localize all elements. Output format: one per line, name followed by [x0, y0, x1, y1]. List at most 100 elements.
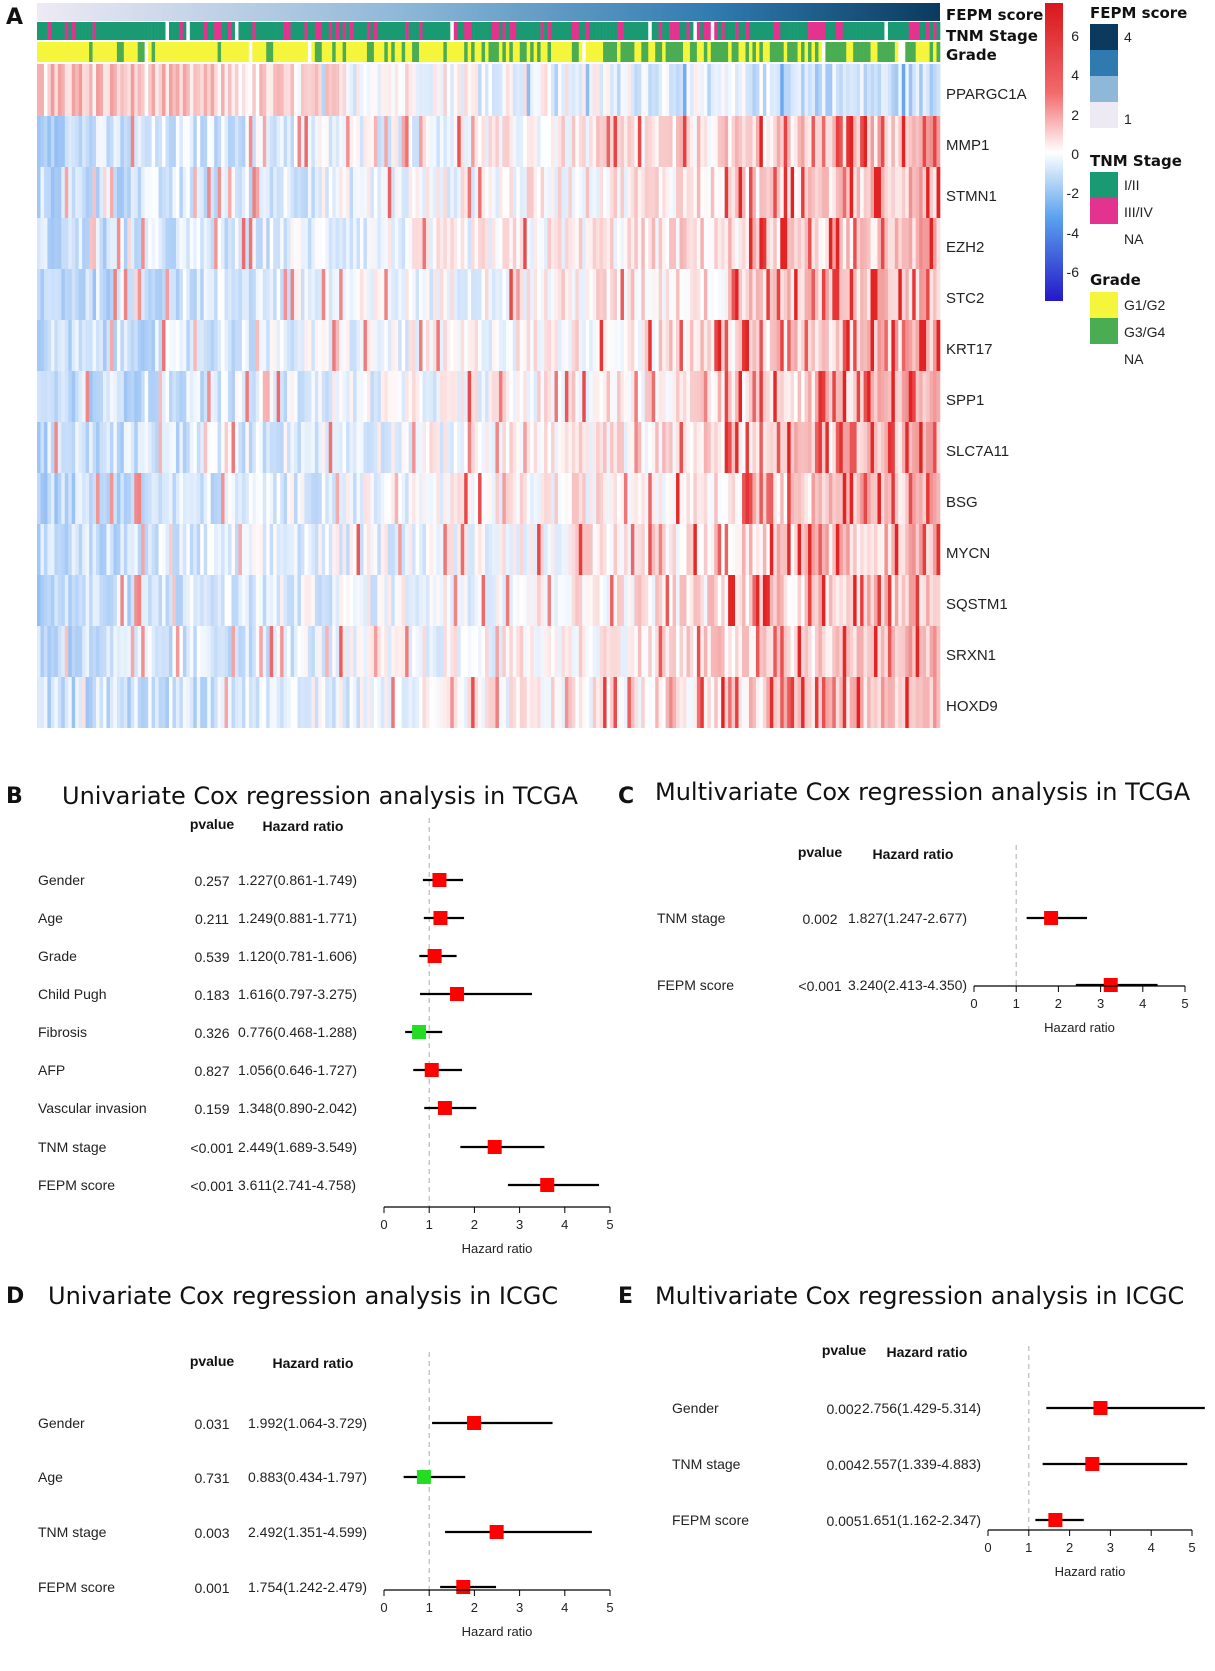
grade-cell [523, 42, 527, 62]
heatmap-cell [168, 473, 173, 524]
heatmap-cell [210, 269, 215, 320]
heatmap-cell [342, 473, 347, 524]
heatmap-cell [179, 524, 184, 575]
heatmap-cell [919, 626, 923, 677]
heatmap-cell [544, 371, 548, 422]
heatmap-cell [634, 575, 639, 626]
tnm-stage-cell [109, 22, 114, 40]
tnm-stage-cell [703, 22, 708, 40]
heatmap-cell [839, 320, 844, 371]
heatmap-cell [599, 116, 604, 167]
heatmap-cell [436, 218, 441, 269]
grade-cell [714, 42, 719, 62]
heatmap-cell [162, 320, 166, 371]
heatmap-cell [384, 218, 389, 269]
heatmap-cell [102, 116, 107, 167]
tnm-stage-cell [665, 22, 670, 40]
forest-row-pvalue: 0.159 [194, 1101, 229, 1117]
heatmap-cell [929, 626, 934, 677]
grade-cell [519, 42, 524, 62]
grade-legend-label: G3/G4 [1124, 324, 1165, 340]
heatmap-cell [64, 626, 69, 677]
heatmap-cell [460, 524, 465, 575]
tnm-stage-cell [755, 22, 760, 40]
heatmap-cell [203, 269, 208, 320]
heatmap-cell [158, 473, 163, 524]
grade-cell [578, 42, 583, 62]
heatmap-cell [269, 218, 274, 269]
heatmap-cell [922, 167, 927, 218]
grade-cell [453, 42, 458, 62]
grade-cell [655, 42, 659, 62]
heatmap-cell [554, 116, 559, 167]
heatmap-cell [255, 371, 260, 422]
heatmap-cell [68, 64, 73, 116]
heatmap-cell [405, 167, 409, 218]
gene-labels: PPARGC1A MMP1 STMN1 EZH2 STC2 KRT17 SPP1… [946, 86, 1027, 715]
heatmap-cell [630, 320, 635, 371]
heatmap-cell [269, 167, 274, 218]
heatmap-cell [568, 371, 573, 422]
heatmap-cell [537, 371, 541, 422]
heatmap-cell [106, 422, 111, 473]
heatmap-cell [61, 677, 66, 728]
tnm-stage-cell [464, 22, 468, 40]
grade-cell [349, 42, 354, 62]
heatmap-cell [172, 371, 177, 422]
heatmap-cell [92, 524, 97, 575]
heatmap-cell [502, 524, 507, 575]
tnm-stage-cell [724, 22, 729, 40]
heatmap-cell [655, 64, 659, 116]
heatmap-cell [783, 575, 788, 626]
heatmap-cell [894, 473, 899, 524]
heatmap-cell [908, 167, 913, 218]
heatmap-cell [926, 167, 930, 218]
heatmap-cell [436, 524, 441, 575]
heatmap-cell [228, 64, 232, 116]
heatmap-cell [714, 575, 719, 626]
heatmap-cell [283, 575, 288, 626]
heatmap-cell [762, 116, 767, 167]
heatmap-cell [828, 626, 833, 677]
heatmap-cell [738, 371, 743, 422]
heatmap-cell [287, 524, 291, 575]
heatmap-cell [870, 116, 875, 167]
heatmap-cell [116, 167, 121, 218]
grade-cell [85, 42, 90, 62]
grade-cell [106, 42, 111, 62]
heatmap-cell [419, 269, 423, 320]
heatmap-cell [905, 371, 910, 422]
heatmap-cell [818, 473, 823, 524]
heatmap-cell [141, 167, 145, 218]
heatmap-cell [89, 371, 93, 422]
tnm-stage-cell [307, 22, 312, 40]
heatmap-cell [54, 218, 59, 269]
heatmap-cell [318, 575, 323, 626]
heatmap-cell [366, 677, 371, 728]
heatmap-cell [99, 626, 104, 677]
heatmap-cell [141, 677, 145, 728]
heatmap-cell [134, 677, 139, 728]
heatmap-cell [669, 422, 673, 473]
heatmap-cell [377, 626, 382, 677]
heatmap-cell [155, 422, 159, 473]
heatmap-cell [842, 473, 847, 524]
heatmap-cell [797, 677, 802, 728]
heatmap-cell [50, 473, 55, 524]
heatmap-cell [735, 320, 739, 371]
heatmap-cell [116, 677, 121, 728]
heatmap-cell [551, 371, 555, 422]
heatmap-cell [85, 116, 90, 167]
heatmap-cell [575, 524, 580, 575]
grade-cell [630, 42, 635, 62]
heatmap-cell [228, 116, 232, 167]
heatmap-cell [196, 524, 201, 575]
heatmap-cell [589, 269, 593, 320]
heatmap-cell [700, 524, 705, 575]
heatmap-cell [446, 269, 451, 320]
heatmap-cell [92, 422, 97, 473]
heatmap-cell [78, 575, 83, 626]
heatmap-cell [123, 524, 128, 575]
heatmap-cell [346, 473, 350, 524]
heatmap-cell [901, 524, 906, 575]
